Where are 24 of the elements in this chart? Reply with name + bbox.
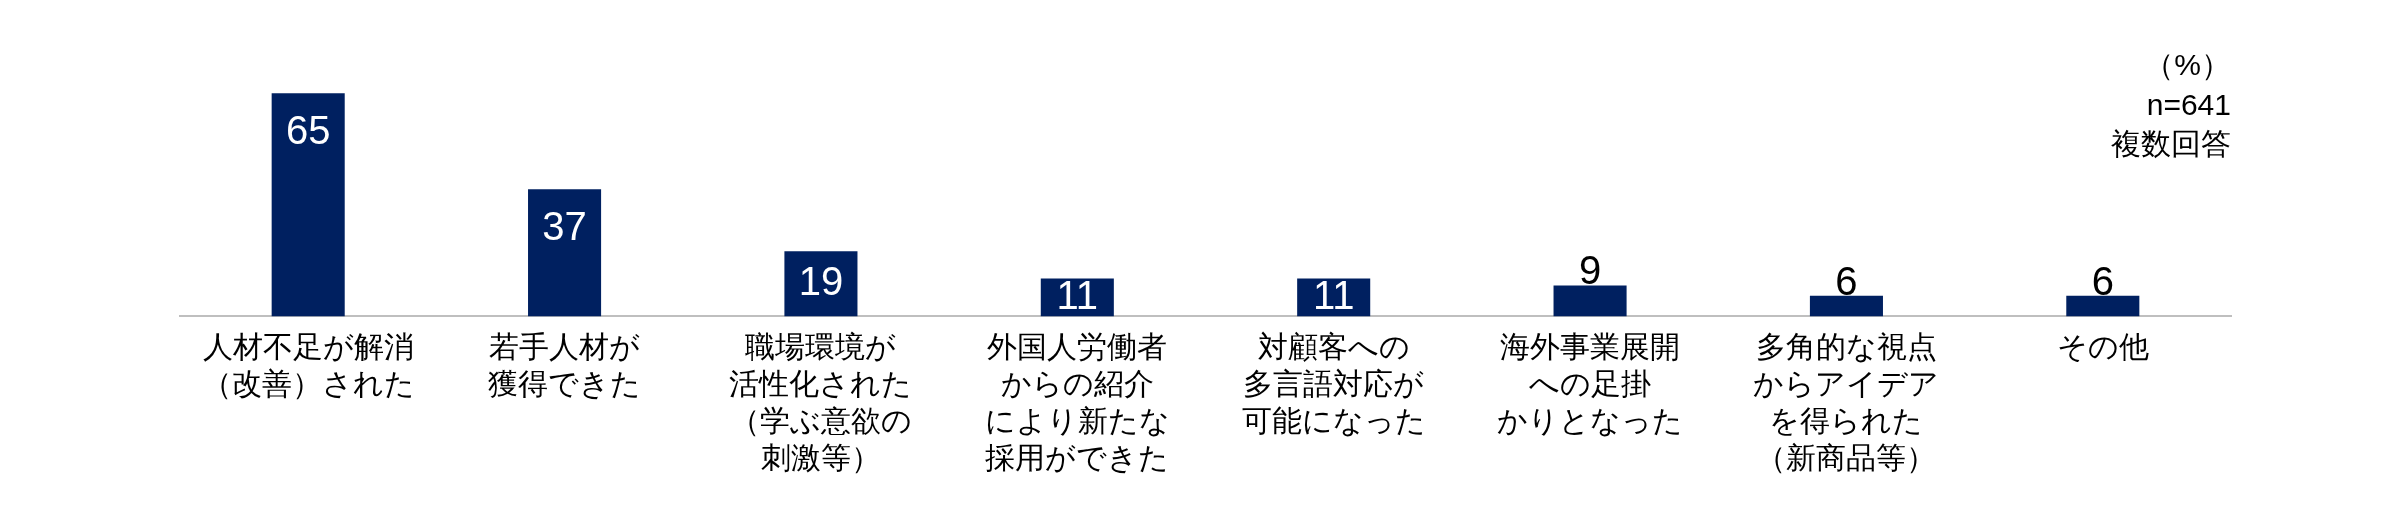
bar [1553,285,1627,317]
bar [271,93,345,317]
data-label: 65 [285,108,331,153]
annotation: n=641 [2146,87,2231,121]
bar [528,189,602,317]
data-label: 6 [1835,258,1858,303]
data-label: 37 [542,204,587,249]
x-tick-label: その他 [2056,330,2149,364]
x-tick-label: 多角的な視点からアイデアを得られた（新商品等） [1753,330,1940,474]
x-tick-label: 人材不足が解消（改善）された [201,330,415,401]
data-label: 6 [2091,258,2114,303]
x-tick-label: 外国人労働者からの紹介により新たな採用ができた [984,330,1170,474]
x-tick-label: 職場環境が活性化された（学ぶ意欲の刺激等） [729,330,913,474]
x-tick-label: 海外事業展開への足掛かりとなった [1497,330,1684,437]
data-label: 11 [1056,272,1099,317]
data-label: 11 [1312,272,1355,317]
x-tick-label: 対顧客への多言語対応が可能になった [1241,330,1426,437]
bar [1809,295,1883,317]
text: （%） [2144,48,2231,82]
bar [2066,295,2140,317]
data-label: 19 [798,258,844,303]
x-tick-label: 若手人材が獲得できた [488,330,642,401]
annotation: 複数回答 [2111,127,2231,161]
data-label: 9 [1578,248,1602,293]
